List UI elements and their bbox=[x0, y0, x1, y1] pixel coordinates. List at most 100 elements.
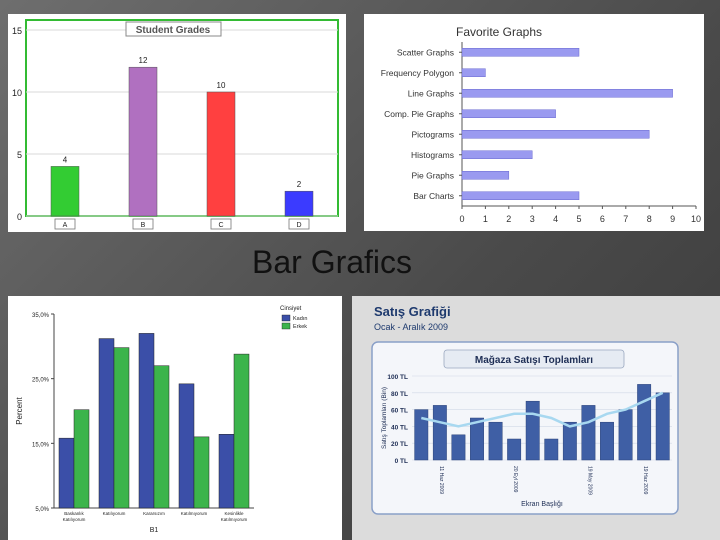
category-label: Bar Charts bbox=[413, 191, 454, 201]
title-box bbox=[125, 21, 222, 37]
bar bbox=[113, 347, 130, 509]
y-tick-label: 80 TL bbox=[391, 391, 408, 398]
student-grades-chart: 0 5 10 15 Student Grades 4 A 12 B 10 C 2 D bbox=[8, 14, 346, 232]
bar bbox=[470, 417, 484, 461]
bar bbox=[451, 434, 466, 461]
category-label: Katılmıyorum bbox=[221, 517, 248, 522]
category-label: Kesinlikle bbox=[224, 511, 244, 516]
data-label: 4 bbox=[63, 155, 68, 164]
x-tick-label: 7 bbox=[623, 214, 628, 224]
y-tick-label: 60 TL bbox=[391, 408, 408, 415]
bar bbox=[178, 383, 195, 509]
bar bbox=[525, 400, 540, 461]
category-label: Line Graphs bbox=[408, 88, 454, 98]
x-tick-label: 5 bbox=[576, 214, 581, 224]
bar bbox=[50, 166, 80, 217]
inner-title-box bbox=[443, 349, 625, 369]
x-tick-label: 1 bbox=[483, 214, 488, 224]
category-label: Comp. Pie Graphs bbox=[384, 109, 454, 119]
bar bbox=[461, 89, 673, 98]
y-tick-label: 15,0% bbox=[32, 442, 50, 448]
x-tick-label: 6 bbox=[600, 214, 605, 224]
y-tick-label: 40 TL bbox=[391, 424, 408, 431]
x-tick-label: 8 bbox=[647, 214, 652, 224]
x-tick-label: 3 bbox=[530, 214, 535, 224]
x-tick-label: 11 Haz 2009 bbox=[438, 466, 444, 494]
data-label: 10 bbox=[217, 81, 226, 90]
x-tick-label: 2 bbox=[506, 214, 511, 224]
inner-panel bbox=[371, 341, 679, 515]
data-label: 2 bbox=[297, 180, 302, 189]
bar bbox=[58, 437, 75, 509]
category-label: Kararsızım bbox=[143, 511, 165, 516]
chart-title: Student Grades bbox=[136, 25, 211, 36]
category-label: B bbox=[141, 222, 146, 229]
category-label: Histograms bbox=[411, 150, 454, 160]
bar bbox=[414, 409, 429, 461]
legend-label: Erkek bbox=[293, 324, 307, 330]
y-tick-label: 15 bbox=[12, 26, 22, 36]
bar bbox=[98, 338, 115, 509]
bar bbox=[206, 91, 236, 217]
y-tick-label: 0 bbox=[17, 212, 22, 222]
bar bbox=[461, 171, 510, 180]
bar bbox=[488, 421, 503, 461]
bar bbox=[432, 405, 447, 461]
y-tick-label: 35,0% bbox=[32, 313, 50, 319]
x-tick-label: 9 bbox=[670, 214, 675, 224]
chart-title: Favorite Graphs bbox=[456, 25, 542, 39]
category-label: Baskanlık bbox=[64, 511, 84, 516]
bar bbox=[138, 333, 155, 509]
x-tick-label: 19 Haz 2009 bbox=[642, 466, 648, 495]
bar bbox=[233, 353, 250, 509]
bar bbox=[618, 409, 633, 461]
bar bbox=[153, 365, 170, 509]
y-axis-label: Satış Toplamları (Bin) bbox=[381, 387, 388, 449]
bar bbox=[637, 384, 652, 461]
category-box bbox=[210, 218, 232, 230]
y-tick-label: 5,0% bbox=[35, 507, 49, 513]
bar bbox=[461, 109, 556, 118]
bar bbox=[193, 436, 210, 509]
category-label: A bbox=[63, 222, 68, 229]
bar bbox=[461, 130, 650, 139]
bar bbox=[284, 190, 314, 217]
percent-grouped-chart: 5,0% 15,0% 25,0% 35,0% Percent B1 Baskanlık Kat… bbox=[8, 296, 342, 540]
x-tick-label: 0 bbox=[459, 214, 464, 224]
y-tick-label: 100 TL bbox=[387, 374, 408, 381]
sales-chart: Satış Grafiği Ocak - Aralık 2009 Mağaza Sa… bbox=[352, 296, 720, 540]
trend-line bbox=[421, 391, 664, 428]
bar bbox=[507, 438, 522, 461]
x-tick-label: 10 bbox=[691, 214, 701, 224]
category-label: Frequency Polygon bbox=[381, 68, 455, 78]
bar bbox=[218, 434, 235, 509]
category-box bbox=[54, 218, 76, 230]
category-label: Pie Graphs bbox=[411, 170, 454, 180]
x-tick-label: 4 bbox=[553, 214, 558, 224]
legend-swatch bbox=[281, 314, 291, 322]
legend-title: Cinsiyet bbox=[280, 306, 302, 312]
data-label: 12 bbox=[139, 56, 148, 65]
slide-title: Bar Grafics bbox=[252, 244, 413, 280]
bar bbox=[581, 405, 596, 461]
favorite-graphs-chart: Favorite Graphs 0 1 2 3 4 5 6 7 8 9 10 Scatter Graph… bbox=[364, 14, 704, 231]
y-tick-label: 10 bbox=[12, 88, 22, 98]
category-label: Scatter Graphs bbox=[397, 47, 454, 57]
y-tick-label: 25,0% bbox=[32, 378, 50, 384]
bar bbox=[461, 150, 533, 159]
y-tick-label: 5 bbox=[17, 150, 22, 160]
bar bbox=[600, 421, 614, 461]
category-label: Katılıyorum bbox=[103, 511, 126, 516]
chart-title: Satış Grafiği bbox=[374, 304, 451, 319]
category-box bbox=[132, 218, 154, 230]
bar bbox=[544, 438, 559, 461]
y-axis-label: Percent bbox=[15, 396, 24, 424]
x-tick-label: 19 May 2009 bbox=[586, 466, 592, 495]
category-label: C bbox=[218, 222, 223, 229]
bar bbox=[461, 191, 580, 200]
legend-swatch bbox=[281, 322, 291, 330]
legend-label: Kadın bbox=[293, 316, 307, 322]
category-box bbox=[288, 218, 310, 230]
bar bbox=[128, 66, 158, 217]
bar bbox=[461, 48, 580, 57]
